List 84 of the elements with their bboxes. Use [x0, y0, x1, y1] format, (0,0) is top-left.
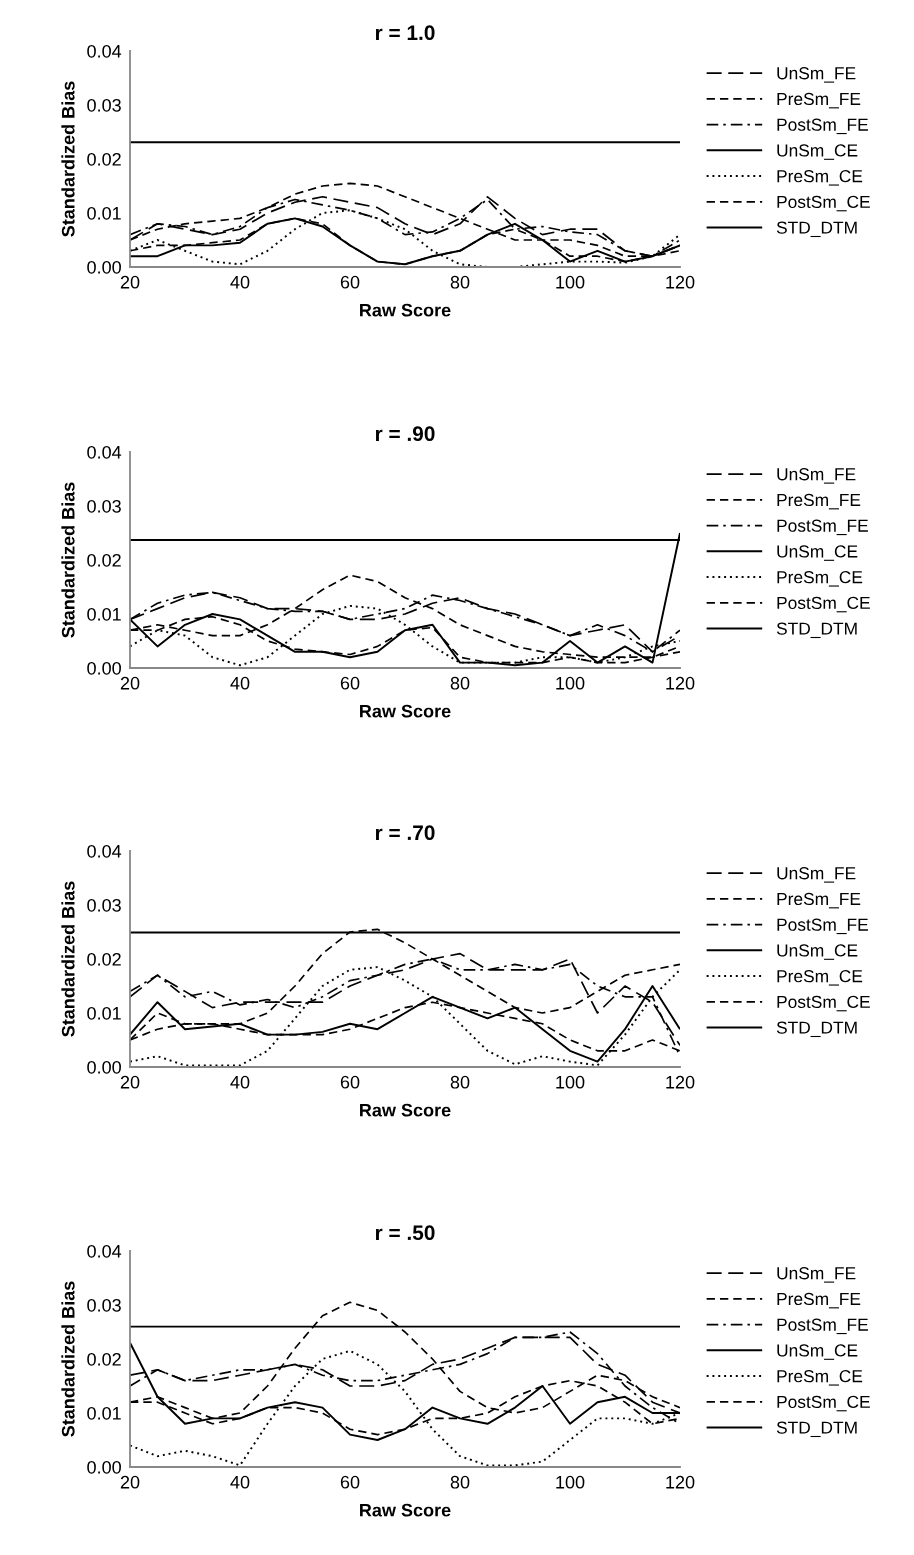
legend-label: PreSm_FE	[777, 493, 861, 510]
y-tick-label: 0.00	[87, 1460, 121, 1474]
y-tick-label: 0.01	[87, 206, 121, 220]
y-tick-label: 0.01	[87, 607, 121, 621]
legend-label: UnSm_CE	[777, 545, 858, 561]
y-axis-title: Standardized Bias	[61, 81, 75, 237]
y-tick-label: 0.01	[87, 1006, 121, 1020]
x-tick-label: 100	[556, 676, 585, 690]
x-tick-label: 40	[230, 275, 250, 289]
x-tick-label: 80	[450, 676, 470, 690]
x-tick-label: 60	[340, 1075, 360, 1089]
x-tick-label: 20	[120, 676, 140, 690]
y-tick-label: 0.04	[87, 445, 122, 459]
x-axis-title: Raw Score	[360, 303, 451, 317]
legend-label: PostSm_FE	[777, 118, 868, 135]
legend-label: PreSm_CE	[777, 170, 863, 186]
x-tick-label: 100	[556, 1475, 585, 1489]
legend-label: UnSm_CE	[777, 944, 858, 960]
x-tick-label: 100	[556, 1075, 585, 1089]
x-tick-label: 80	[450, 1475, 470, 1489]
x-tick-label: 60	[340, 676, 360, 690]
legend-label: STD_DTM	[776, 221, 857, 238]
x-axis-title: Raw Score	[360, 704, 451, 718]
legend-label: PostSm_CE	[777, 995, 870, 1012]
legend-label: PreSm_CE	[777, 970, 863, 986]
y-tick-label: 0.00	[87, 661, 121, 675]
chart-title: r = .50	[375, 1225, 435, 1241]
legend-label: PreSm_CE	[777, 1370, 863, 1386]
y-tick-label: 0.01	[87, 1406, 121, 1420]
x-axis-title: Raw Score	[360, 1103, 451, 1117]
x-tick-label: 120	[666, 676, 695, 690]
legend-label: UnSm_CE	[777, 144, 858, 160]
legend-label: PostSm_CE	[777, 195, 870, 212]
legend-label: PostSm_CE	[777, 596, 870, 613]
legend-label: PostSm_FE	[777, 918, 868, 935]
chart-title: r = 1.0	[375, 25, 435, 41]
y-tick-label: 0.04	[87, 44, 122, 58]
x-tick-label: 120	[666, 1475, 695, 1489]
legend-label: UnSm_FE	[777, 67, 856, 83]
x-tick-label: 120	[666, 1075, 695, 1089]
legend-label: PreSm_FE	[777, 92, 861, 109]
y-axis-title: Standardized Bias	[61, 1281, 75, 1437]
chart-title: r = .90	[375, 426, 435, 442]
y-tick-label: 0.00	[87, 1060, 121, 1074]
legend-label: PostSm_CE	[777, 1395, 870, 1412]
legend-label: PostSm_FE	[777, 519, 868, 536]
y-tick-label: 0.02	[87, 553, 121, 567]
y-axis-title: Standardized Bias	[61, 482, 75, 638]
legend-label: UnSm_FE	[777, 1267, 856, 1283]
legend-label: UnSm_FE	[777, 867, 856, 883]
y-tick-label: 0.04	[87, 1244, 122, 1258]
legend-label: STD_DTM	[776, 622, 857, 639]
x-tick-label: 20	[120, 1475, 140, 1489]
legend-label: PreSm_CE	[777, 571, 863, 587]
x-tick-label: 60	[340, 1475, 360, 1489]
y-tick-label: 0.03	[87, 898, 121, 912]
legend-label: UnSm_CE	[777, 1344, 858, 1360]
chart-title: r = .70	[375, 825, 435, 841]
y-tick-label: 0.00	[87, 260, 121, 274]
legend-label: STD_DTM	[776, 1021, 857, 1038]
legend-label: PreSm_FE	[777, 892, 861, 909]
y-tick-label: 0.04	[87, 844, 122, 858]
legend-label: PostSm_FE	[777, 1318, 868, 1335]
y-axis-title: Standardized Bias	[61, 881, 75, 1037]
y-tick-label: 0.03	[87, 499, 121, 513]
y-tick-label: 0.03	[87, 98, 121, 112]
x-tick-label: 80	[450, 275, 470, 289]
y-tick-label: 0.02	[87, 952, 121, 966]
x-tick-label: 20	[120, 275, 140, 289]
legend-label: UnSm_FE	[777, 468, 856, 484]
legend-label: PreSm_FE	[777, 1292, 861, 1309]
x-tick-label: 40	[230, 1475, 250, 1489]
y-tick-label: 0.02	[87, 1352, 121, 1366]
legend-label: STD_DTM	[776, 1421, 857, 1438]
x-axis-title: Raw Score	[360, 1503, 451, 1517]
y-tick-label: 0.03	[87, 1298, 121, 1312]
x-tick-label: 60	[340, 275, 360, 289]
x-tick-label: 20	[120, 1075, 140, 1089]
x-tick-label: 40	[230, 1075, 250, 1089]
y-tick-label: 0.02	[87, 152, 121, 166]
x-tick-label: 100	[556, 275, 585, 289]
x-tick-label: 120	[666, 275, 695, 289]
x-tick-label: 40	[230, 676, 250, 690]
x-tick-label: 80	[450, 1075, 470, 1089]
